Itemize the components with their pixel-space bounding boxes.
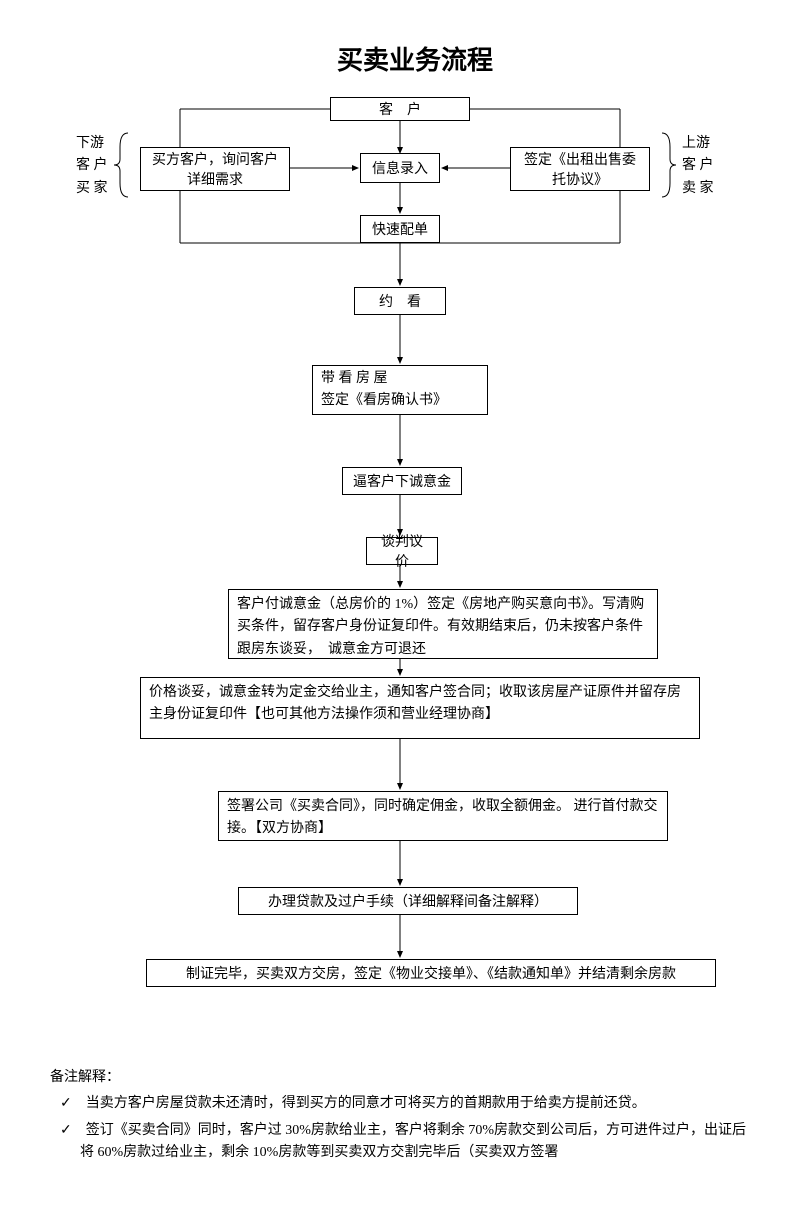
note-item: ✓ 当卖方客户房屋贷款未还清时，得到买方的同意才可将买方的首期款用于给卖方提前还…	[50, 1091, 750, 1115]
node-deposit: 逼客户下诚意金	[342, 467, 462, 495]
note-item: ✓ 签订《买卖合同》同时，客户过 30%房款给业主，客户将剩余 70%房款交到公…	[50, 1118, 750, 1165]
flowchart-container: 下游 客 户 买 家 上游 客 户 卖 家 客 户买方客户，询问客户详细需求 信息…	[50, 97, 750, 1057]
node-info_entry: 信息录入	[360, 153, 440, 183]
notes-section: 备注解释： ✓ 当卖方客户房屋贷款未还清时，得到买方的同意才可将买方的首期款用于…	[50, 1067, 750, 1165]
node-sign_entrust: 签定《出租出售委托协议》	[510, 147, 650, 191]
node-appointment: 约 看	[354, 287, 446, 315]
node-price_done: 价格谈妥，诚意金转为定金交给业主，通知客户签合同；收取该房屋产证原件并留存房主身…	[140, 677, 700, 739]
node-final: 制证完毕，买卖双方交房，签定《物业交接单》、《结款通知单》并结清剩余房款	[146, 959, 716, 987]
downstream-label: 下游 客 户 买 家	[76, 133, 108, 200]
node-contract: 签署公司《买卖合同》，同时确定佣金，收取全额佣金。 进行首付款交接。【双方协商】	[218, 791, 668, 841]
node-negotiate: 谈判议价	[366, 537, 438, 565]
notes-title: 备注解释：	[50, 1067, 750, 1089]
node-customer: 客 户	[330, 97, 470, 121]
node-loan: 办理贷款及过户手续（详细解释间备注解释）	[238, 887, 578, 915]
node-intent: 客户付诚意金（总房价的 1%）签定《房地产购买意向书》。写清购买条件，留存客户身…	[228, 589, 658, 659]
upstream-label: 上游 客 户 卖 家	[682, 133, 714, 200]
node-buyer: 买方客户，询问客户详细需求	[140, 147, 290, 191]
node-show_house: 带 看 房 屋 签定《看房确认书》	[312, 365, 488, 415]
node-fast_match: 快速配单	[360, 215, 440, 243]
page-title: 买卖业务流程	[80, 40, 750, 77]
